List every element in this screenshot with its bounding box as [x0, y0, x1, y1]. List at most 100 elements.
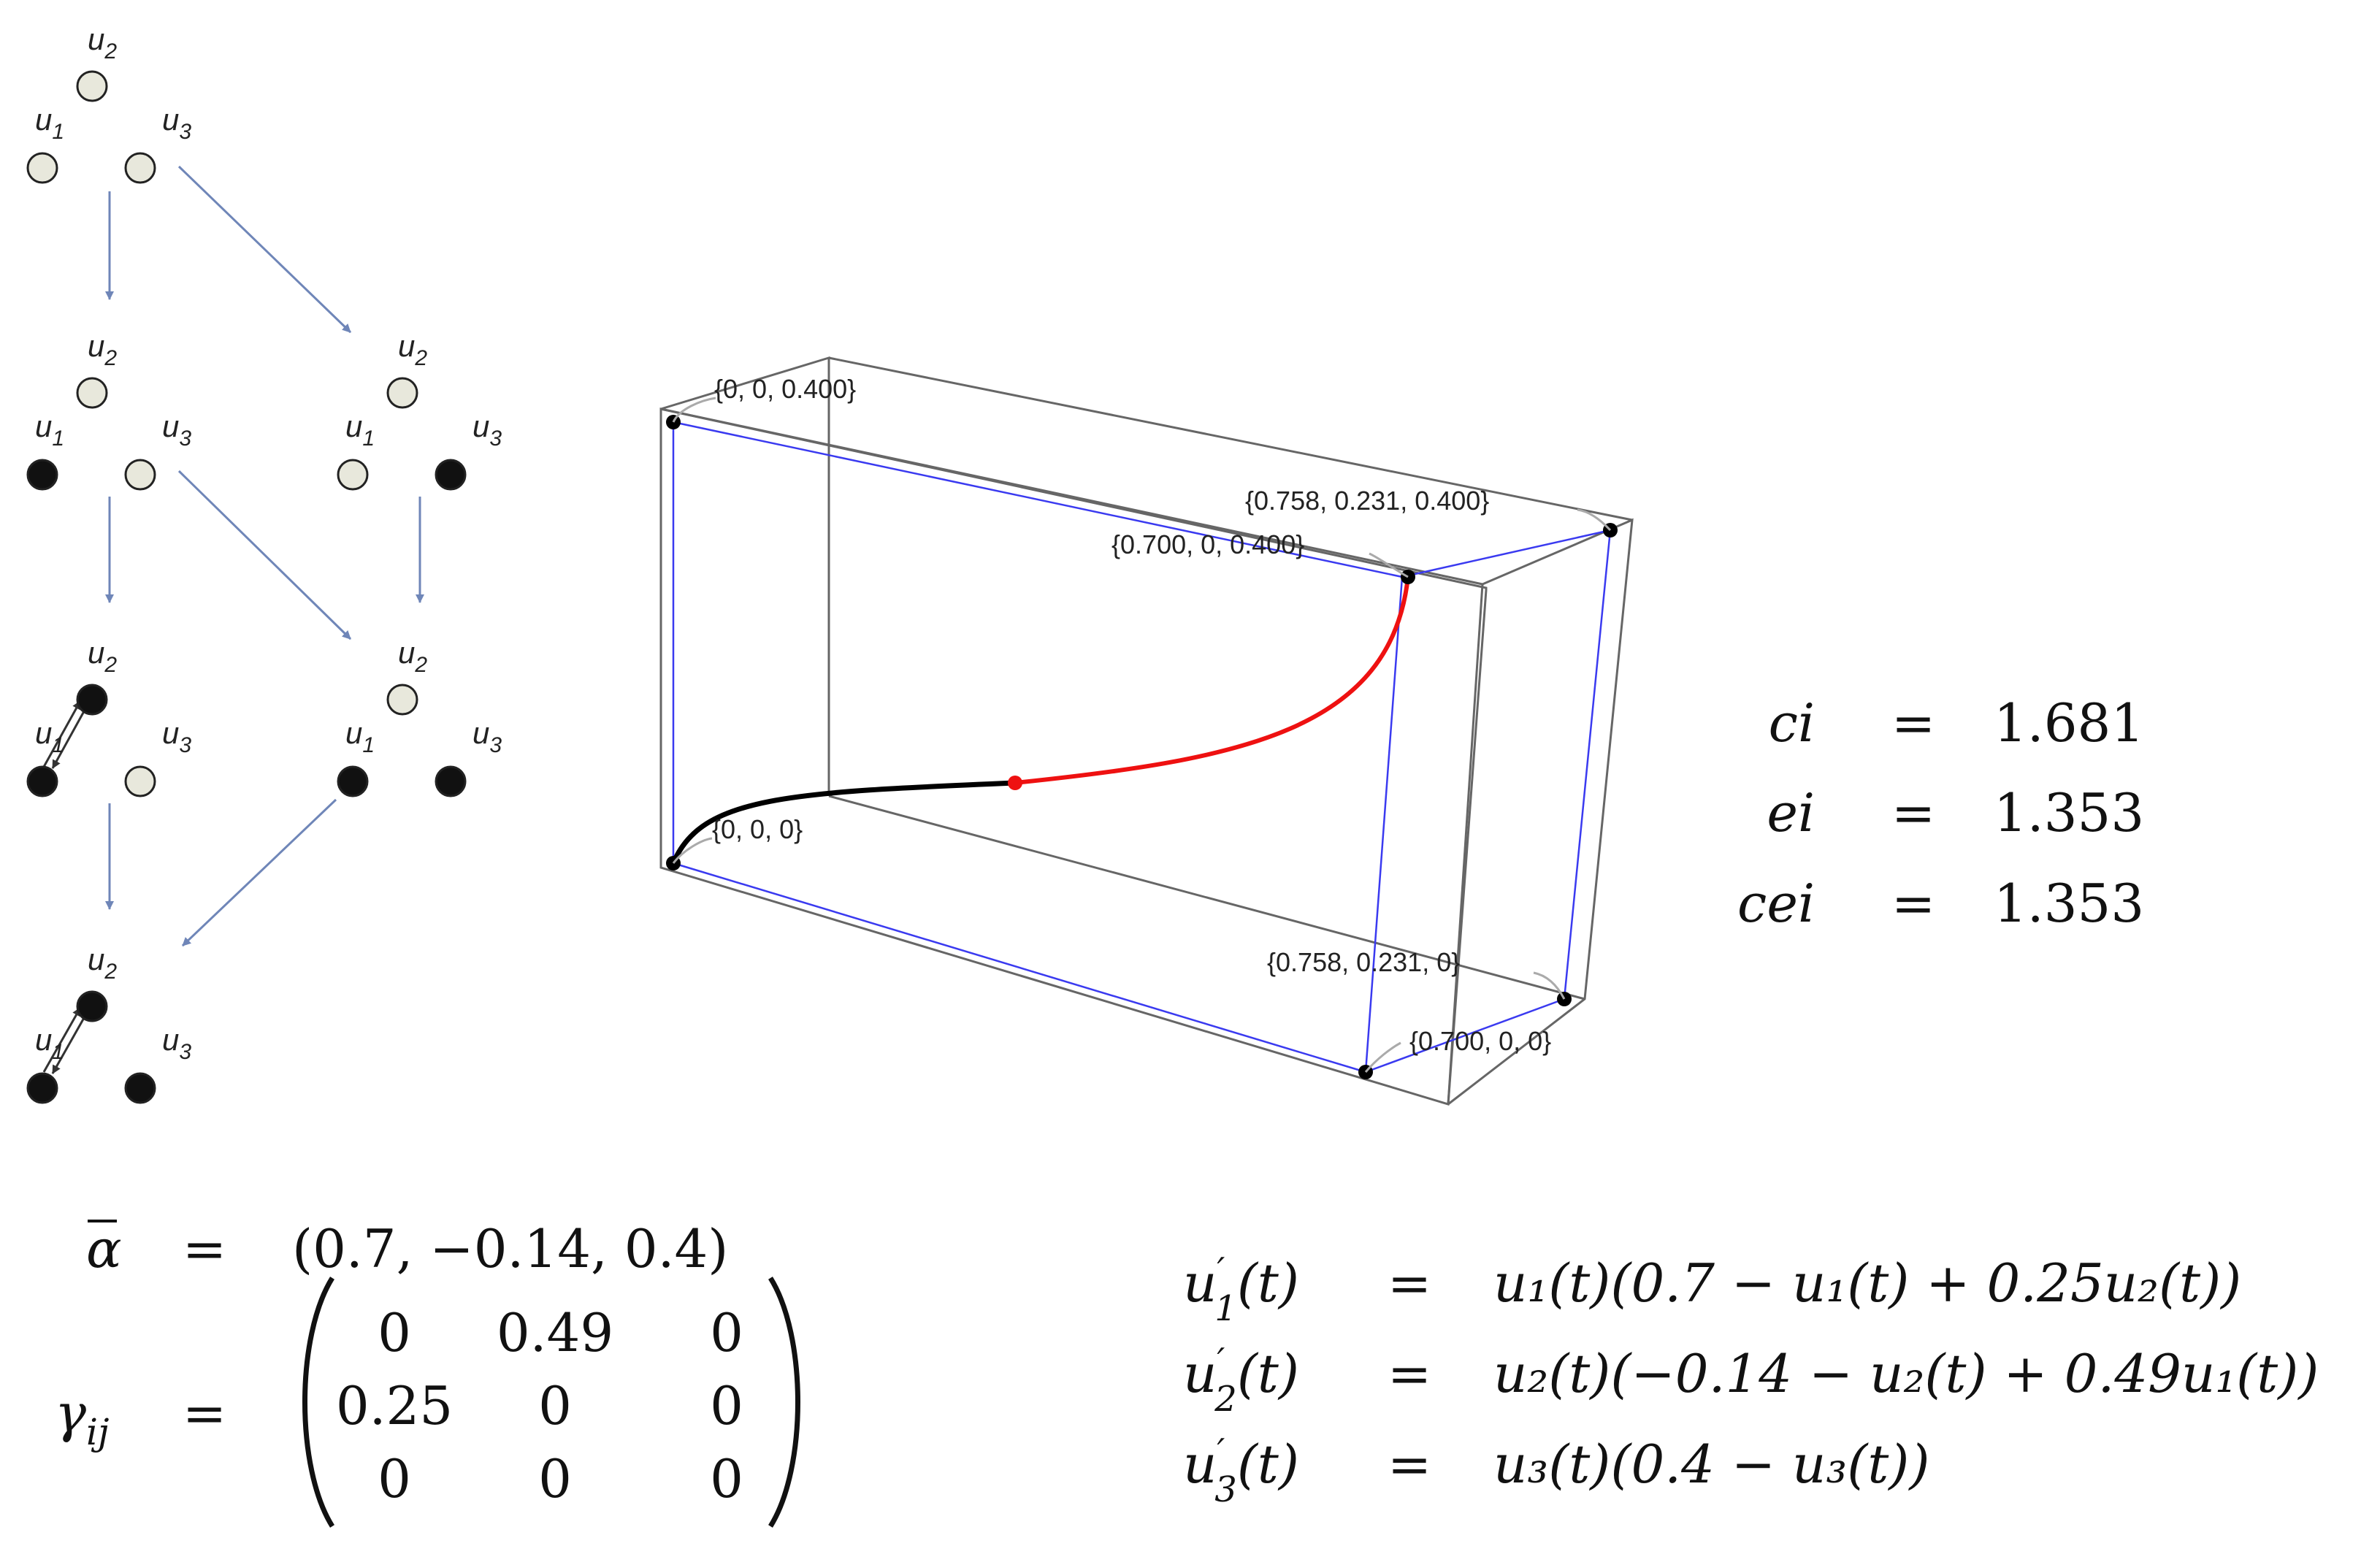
box-front-face — [659, 407, 1488, 1106]
ode-eq: = — [1388, 1252, 1431, 1314]
indices-block: ci = 1.681 ei = 1.353 cei = 1.353 — [1737, 692, 2144, 934]
ode-eq: = — [1388, 1343, 1431, 1404]
node-u2 — [76, 377, 108, 409]
node-label-u2: u2 — [88, 942, 117, 984]
gamma-matrix: 0 0.49 0 0.25 0 0 0 0 0 — [336, 1302, 743, 1509]
arrow-s2b-s3 — [181, 798, 337, 947]
trajectory-midpoint-marker — [1008, 776, 1022, 790]
matrix-cell: 0 — [538, 1375, 572, 1436]
node-label-u3: u3 — [162, 716, 191, 757]
ode-lhs: u′ 2(t) — [1183, 1341, 1299, 1420]
node-label-u3: u3 — [162, 102, 191, 144]
index-name: ei — [1767, 782, 1815, 843]
node-label-u1: u1 — [35, 102, 64, 144]
node-label-u1: u1 — [35, 716, 64, 757]
node-label-u3: u3 — [472, 409, 502, 451]
ode-eq: = — [1388, 1434, 1431, 1495]
state-s1a: u2 u1 u3 — [26, 329, 191, 491]
transition-arrows — [105, 165, 424, 947]
node-u3 — [124, 152, 156, 184]
matrix-cell: 0 — [378, 1302, 411, 1363]
trajectory-red — [1014, 576, 1410, 785]
ode-lhs: u′ 3(t) — [1183, 1431, 1299, 1510]
blue-edge-bottom-side — [1365, 998, 1565, 1074]
blue-edge-top — [673, 421, 1403, 578]
box-edge-top-front — [660, 407, 1483, 586]
box-edge-right-vert — [1447, 583, 1484, 1105]
blue-edge-far-vert — [1563, 529, 1612, 1000]
box-edge-back-left — [660, 356, 830, 796]
index-name: cei — [1737, 873, 1815, 934]
interaction-u1-u2-a — [42, 700, 82, 768]
node-label-u2: u2 — [398, 329, 427, 370]
node-label-u2: u2 — [398, 635, 427, 677]
index-row: ci = 1.681 — [1769, 692, 2144, 754]
state-s2a: u2 u1 u3 — [26, 635, 191, 797]
node-label-u2: u2 — [88, 329, 117, 370]
node-u1 — [337, 459, 369, 491]
gamma-sub: ij — [86, 1411, 110, 1453]
alpha-eq: = — [183, 1218, 226, 1279]
interaction-u2-u1-b — [51, 1011, 89, 1074]
node-u3 — [435, 765, 467, 797]
node-u3 — [435, 459, 467, 491]
state-s2b: u2 u1 u3 — [337, 635, 502, 797]
index-eq: = — [1891, 782, 1935, 843]
gamma-symbol: γ — [55, 1382, 87, 1444]
blue-edge-right — [1364, 576, 1404, 1073]
leader-lines — [672, 397, 1612, 1073]
box-right-face — [1447, 518, 1634, 1106]
node-u3 — [124, 1072, 156, 1104]
index-eq: = — [1891, 873, 1935, 934]
node-u1 — [26, 152, 58, 184]
ode-rhs: u₃(t)(0.4 − u₃(t)) — [1493, 1434, 1929, 1495]
index-row: cei = 1.353 — [1737, 873, 2144, 934]
box-edge-top-back — [828, 356, 1633, 521]
matrix-cell: 0 — [378, 1448, 411, 1509]
ode-lhs: u′ 1(t) — [1183, 1250, 1299, 1329]
matrix-cell: 0.49 — [497, 1302, 613, 1363]
index-name: ci — [1769, 692, 1815, 754]
phase-box-3d: {0, 0, 0} {0, 0, 0.400} {0.758, 0.231, 0… — [659, 356, 1634, 1106]
matrix-right-paren — [768, 1277, 800, 1528]
node-label-u1: u1 — [35, 1022, 64, 1064]
node-u3 — [124, 765, 156, 797]
graph-nodes: u2 u1 u3 u2 u1 u3 u2 u1 u3 u2 u1 u3 u2 u1 u3 u2 u1 u3 — [26, 22, 502, 1104]
arrow-s0-s1b — [177, 165, 352, 334]
vertex-label-x: {0.700, 0, 0} — [1409, 1026, 1551, 1056]
attractor-box — [672, 421, 1612, 1074]
vertex-label-0z: {0.758, 0.231, 0.400} — [1245, 486, 1489, 516]
matrix-cell: 0 — [538, 1448, 572, 1509]
node-u1 — [26, 1072, 58, 1104]
node-u2 — [76, 990, 108, 1022]
interaction-u1-u2-b — [42, 1007, 82, 1073]
bounding-box — [659, 356, 1634, 1106]
blue-edge-top-side — [1401, 529, 1611, 578]
index-value: 1.681 — [1994, 692, 2144, 754]
interaction-u2-u1-a — [51, 704, 89, 769]
index-eq: = — [1891, 692, 1935, 754]
node-label-u3: u3 — [472, 716, 502, 757]
state-s3: u2 u1 u3 — [26, 942, 191, 1104]
vertex-label-origin: {0, 0, 0} — [712, 814, 803, 844]
state-graph: u2 u1 u3 u2 u1 u3 u2 u1 u3 u2 u1 u3 u2 u1 u3 u2 u1 u3 — [26, 22, 502, 1104]
node-label-u1: u1 — [35, 409, 64, 451]
ode-row: u′ 1(t) = u₁(t)(0.7 − u₁(t) + 0.25u₂(t)) — [1183, 1250, 2241, 1329]
node-label-u2: u2 — [88, 635, 117, 677]
matrix-left-paren — [302, 1277, 334, 1528]
node-label-u1: u1 — [345, 409, 375, 451]
node-u2 — [76, 684, 108, 716]
arrow-s1a-s2b — [177, 470, 352, 640]
node-u1 — [26, 459, 58, 491]
vertex-label-xz: {0.700, 0, 0.400} — [1111, 529, 1304, 559]
vertex-label-0: {0.758, 0.231, 0} — [1267, 947, 1460, 977]
state-s1b: u2 u1 u3 — [337, 329, 502, 491]
node-label-u3: u3 — [162, 1022, 191, 1064]
interaction-arrows — [42, 700, 89, 1074]
node-u1 — [337, 765, 369, 797]
node-label-u3: u3 — [162, 409, 191, 451]
alpha-value: (0.7, −0.14, 0.4) — [292, 1218, 728, 1279]
box-edge-back-bottom — [828, 795, 1585, 1000]
node-u2 — [76, 70, 108, 102]
